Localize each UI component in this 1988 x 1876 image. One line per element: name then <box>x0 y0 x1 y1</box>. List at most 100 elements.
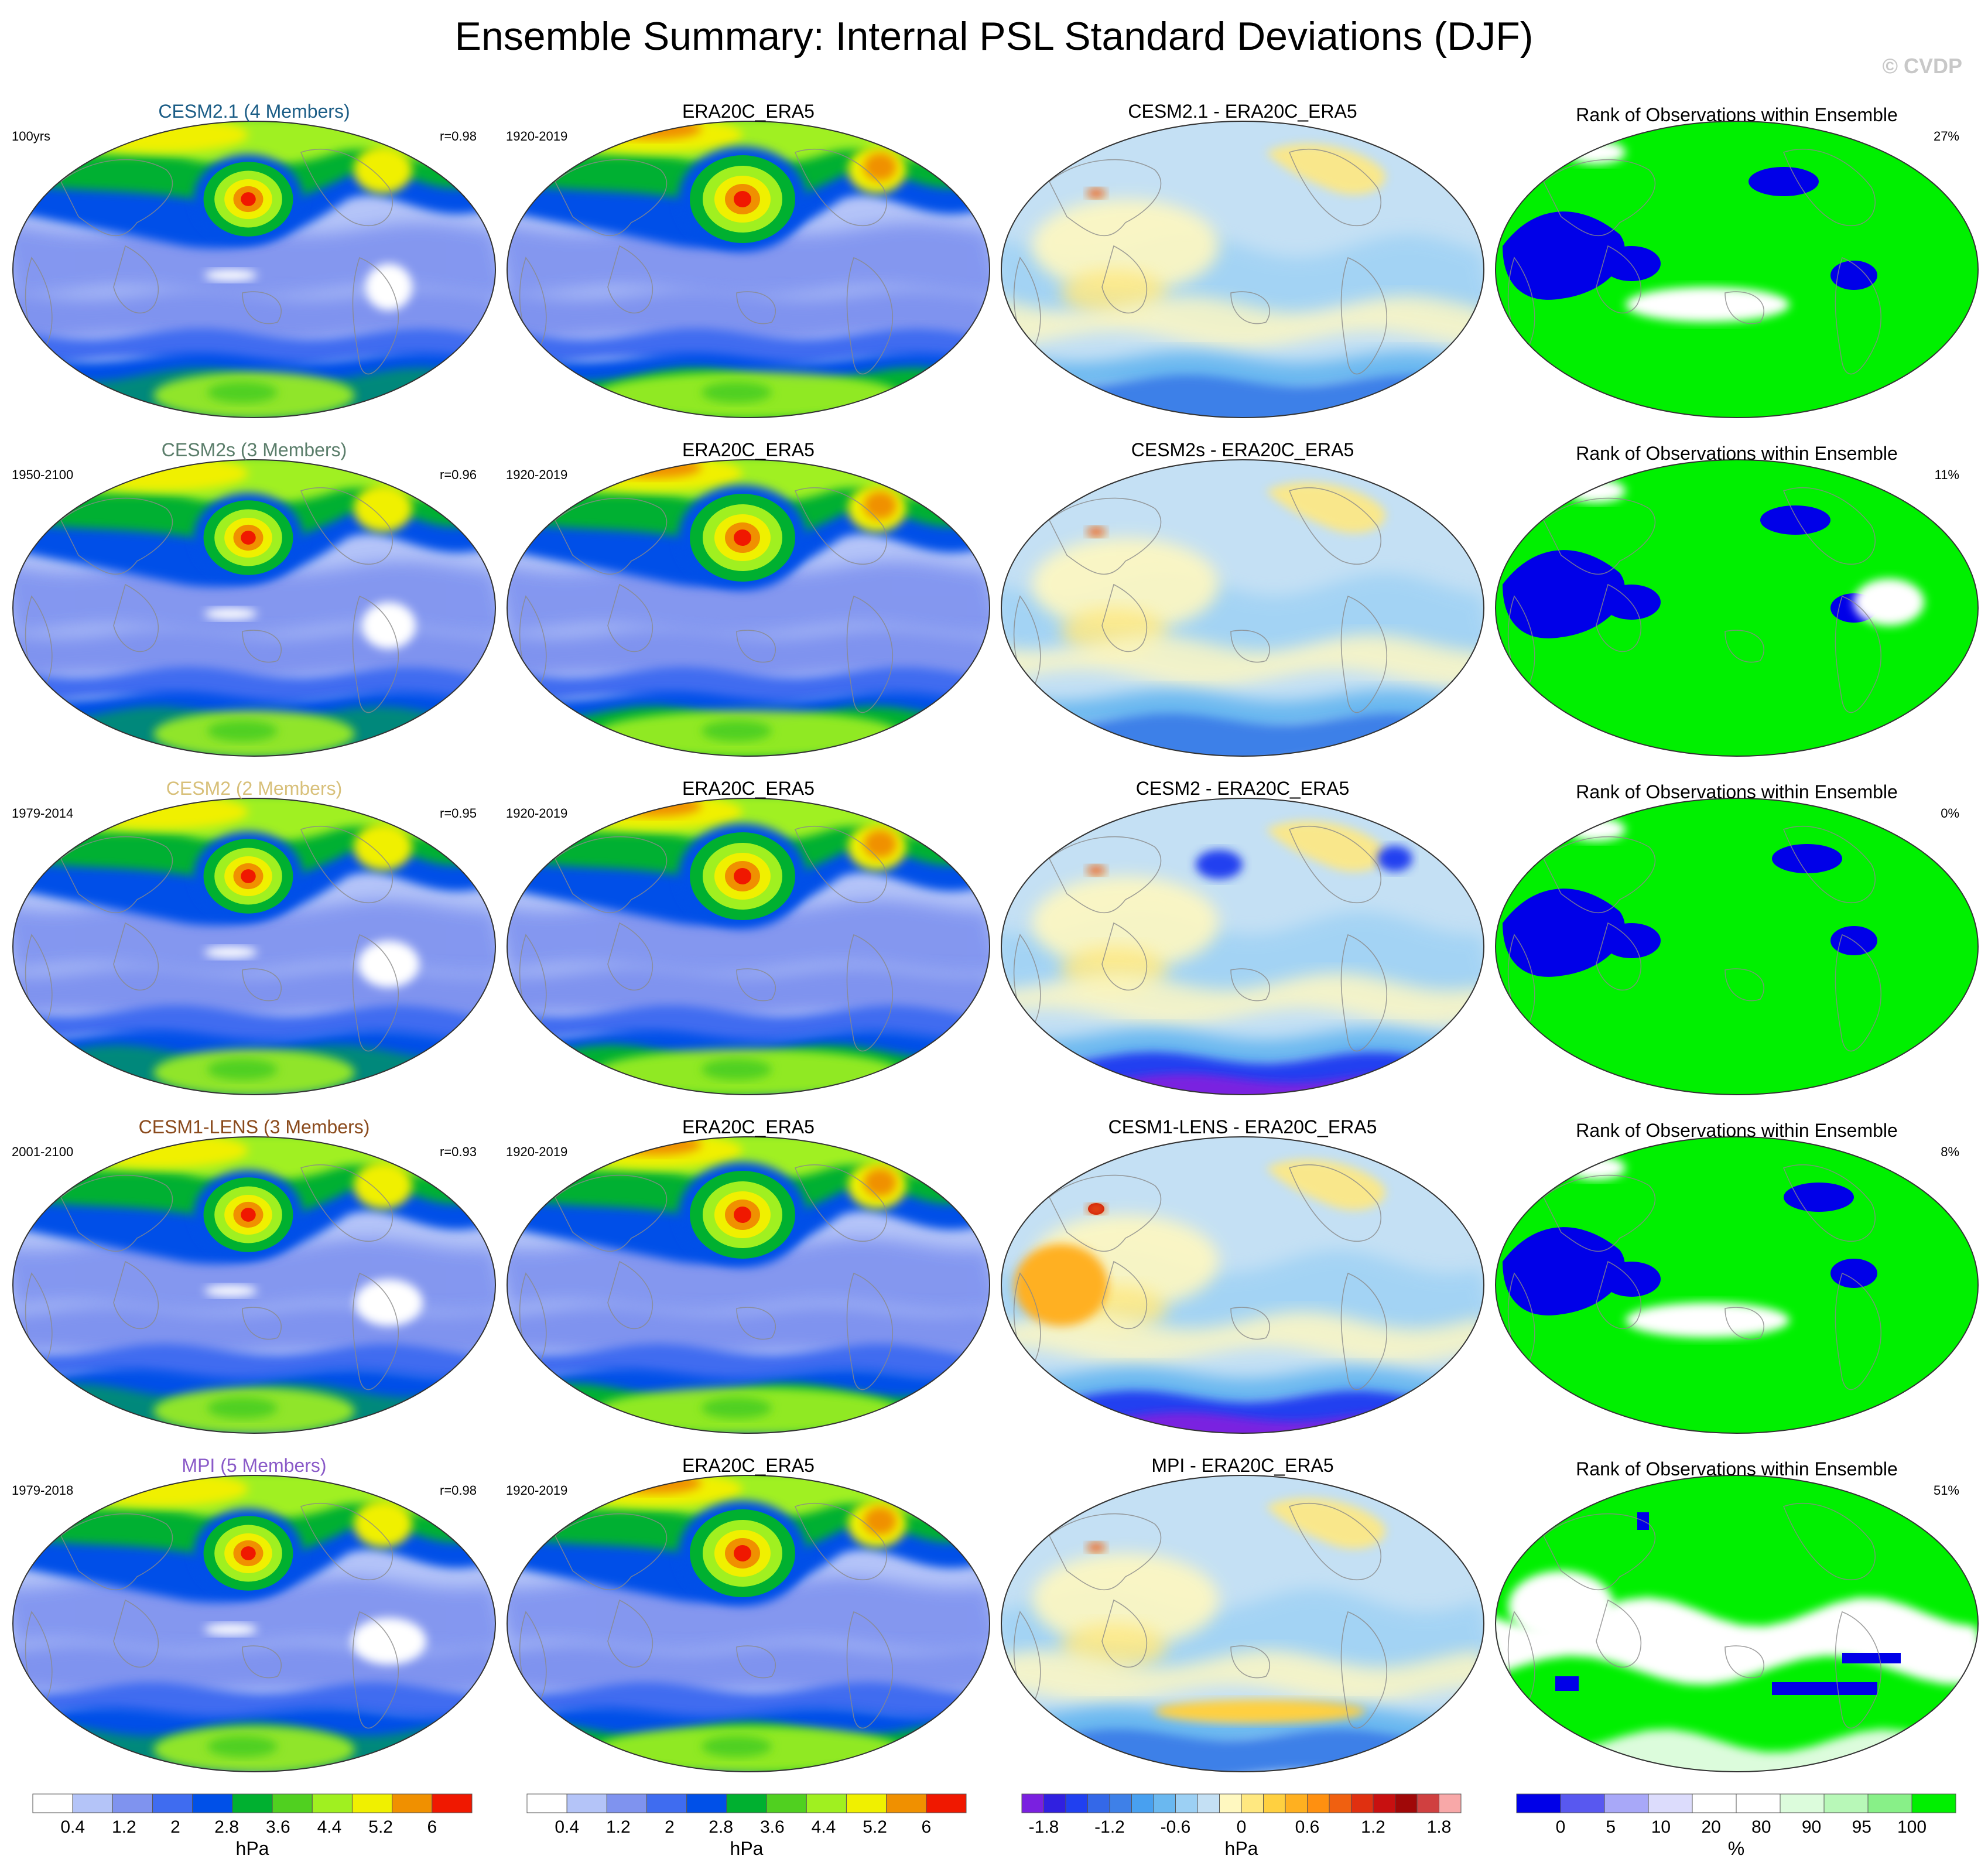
rank-colorbar-tick-label: 5 <box>1606 1817 1616 1837</box>
model-std-map-2 <box>12 459 496 757</box>
diff-colorbar-tick-label: -1.8 <box>1029 1817 1059 1837</box>
rank-percent-label: 11% <box>1934 467 1959 482</box>
rank-map-4 <box>1495 1136 1979 1434</box>
std-colorbar-2-swatch <box>846 1793 887 1813</box>
std-colorbar-1-tick-label: 2 <box>170 1817 180 1837</box>
model-period-label: 1979-2014 <box>12 806 74 821</box>
std-colorbar-1-swatch <box>312 1793 353 1813</box>
model-panel-title: CESM2 (2 Members) <box>166 778 343 799</box>
model-panel-title: MPI (5 Members) <box>182 1455 327 1476</box>
std-colorbar-2-swatch <box>806 1793 847 1813</box>
std-colorbar-2-tick-label: 2.8 <box>709 1817 733 1837</box>
std-colorbar-1-tick-label: 4.4 <box>317 1817 342 1837</box>
std-colorbar-2-swatch <box>886 1793 927 1813</box>
model-period-label: 1979-2018 <box>12 1483 74 1498</box>
std-colorbar-2-tick-label: 5.2 <box>863 1817 887 1837</box>
rank-colorbar-swatch <box>1780 1793 1825 1813</box>
pattern-correlation-label: r=0.96 <box>440 467 477 482</box>
diff-colorbar-swatch <box>1043 1793 1066 1813</box>
rank-colorbar-tick-label: 80 <box>1751 1817 1771 1837</box>
pattern-correlation-label: r=0.95 <box>440 806 477 821</box>
std-colorbar-2-swatch <box>726 1793 767 1813</box>
rank-panel-title: Rank of Observations within Ensemble <box>1576 443 1898 464</box>
model-std-map-4 <box>12 1136 496 1434</box>
rank-percent-label: 51% <box>1933 1483 1959 1498</box>
diff-colorbar-unit: hPa <box>1225 1838 1258 1859</box>
pattern-correlation-label: r=0.98 <box>440 1483 477 1498</box>
std-colorbar-1-swatch <box>32 1793 73 1813</box>
obs-period-label: 1920-2019 <box>506 1144 568 1159</box>
rank-colorbar-swatch <box>1560 1793 1605 1813</box>
diff-colorbar-swatch <box>1197 1793 1220 1813</box>
obs-panel-title: ERA20C_ERA5 <box>682 778 815 799</box>
diff-colorbar-swatch <box>1351 1793 1374 1813</box>
cvdp-watermark: © CVDP <box>1882 54 1962 78</box>
rank-colorbar-tick-label: 100 <box>1897 1817 1927 1837</box>
std-colorbar-2-swatch <box>566 1793 607 1813</box>
rank-colorbar-unit: % <box>1728 1838 1744 1859</box>
difference-map-1 <box>1001 121 1484 418</box>
obs-period-label: 1920-2019 <box>506 1483 568 1498</box>
rank-map-2 <box>1495 459 1979 757</box>
rank-percent-label: 8% <box>1941 1144 1959 1159</box>
std-colorbar-1-swatch <box>232 1793 273 1813</box>
std-colorbar-2-swatch <box>686 1793 727 1813</box>
diff-panel-title: CESM2 - ERA20C_ERA5 <box>1135 778 1350 799</box>
rank-map-3 <box>1495 798 1979 1095</box>
std-colorbar-2-swatch <box>526 1793 567 1813</box>
model-std-map-3 <box>12 798 496 1095</box>
diff-panel-title: CESM2s - ERA20C_ERA5 <box>1131 439 1354 460</box>
rank-panel-title: Rank of Observations within Ensemble <box>1576 781 1898 802</box>
obs-period-label: 1920-2019 <box>506 129 568 143</box>
rank-map-5 <box>1495 1475 1979 1772</box>
std-colorbar-2: 0.4 1.2 2 2.8 3.6 4.4 5.2 6 hPa <box>526 1793 967 1859</box>
std-colorbar-1-unit: hPa <box>236 1838 269 1859</box>
obs-std-map-2 <box>507 459 990 757</box>
rank-colorbar: 0 5 10 20 80 90 95 100% <box>1516 1793 1956 1859</box>
std-colorbar-1-swatch <box>392 1793 433 1813</box>
diff-colorbar-swatch <box>1285 1793 1308 1813</box>
std-colorbar-1-tick-label: 1.2 <box>112 1817 136 1837</box>
diff-colorbar-tick-label: 1.2 <box>1361 1817 1385 1837</box>
std-colorbar-2-swatch <box>766 1793 807 1813</box>
std-colorbar-1-tick-label: 5.2 <box>368 1817 393 1837</box>
diff-colorbar-swatch <box>1307 1793 1330 1813</box>
diff-colorbar-swatch <box>1219 1793 1242 1813</box>
diff-colorbar-tick-label: -0.6 <box>1161 1817 1191 1837</box>
std-colorbar-2-tick-label: 0.4 <box>555 1817 579 1837</box>
obs-period-label: 1920-2019 <box>506 806 568 821</box>
std-colorbar-1-swatch <box>432 1793 473 1813</box>
rank-colorbar-swatch <box>1648 1793 1693 1813</box>
model-panel-title: CESM2.1 (4 Members) <box>158 101 350 122</box>
model-std-map-1 <box>12 121 496 418</box>
diff-colorbar-swatch <box>1131 1793 1154 1813</box>
model-period-label: 100yrs <box>12 129 51 143</box>
obs-panel-title: ERA20C_ERA5 <box>682 1116 815 1137</box>
model-panel-title: CESM1-LENS (3 Members) <box>138 1116 370 1137</box>
std-colorbar-1-swatch <box>272 1793 313 1813</box>
difference-map-2 <box>1001 459 1484 757</box>
difference-map-5 <box>1001 1475 1484 1772</box>
model-panel-title: CESM2s (3 Members) <box>161 439 347 460</box>
obs-std-map-3 <box>507 798 990 1095</box>
std-colorbar-2-swatch <box>606 1793 648 1813</box>
rank-colorbar-swatch <box>1736 1793 1781 1813</box>
rank-percent-label: 27% <box>1933 129 1959 143</box>
diff-colorbar-swatch <box>1416 1793 1439 1813</box>
obs-std-map-5 <box>507 1475 990 1772</box>
diff-colorbar-swatch <box>1439 1793 1462 1813</box>
figure-title: Ensemble Summary: Internal PSL Standard … <box>454 14 1534 59</box>
std-colorbar-1-swatch <box>152 1793 193 1813</box>
std-colorbar-2-swatch <box>926 1793 967 1813</box>
diff-colorbar-swatch <box>1329 1793 1351 1813</box>
obs-panel-title: ERA20C_ERA5 <box>682 101 815 122</box>
rank-colorbar-tick-label: 90 <box>1802 1817 1821 1837</box>
pattern-correlation-label: r=0.98 <box>440 129 477 143</box>
std-colorbar-1-swatch <box>192 1793 233 1813</box>
diff-panel-title: MPI - ERA20C_ERA5 <box>1151 1455 1334 1476</box>
obs-period-label: 1920-2019 <box>506 467 568 482</box>
diff-colorbar-swatch <box>1395 1793 1418 1813</box>
obs-std-map-4 <box>507 1136 990 1434</box>
rank-colorbar-tick-label: 10 <box>1651 1817 1671 1837</box>
